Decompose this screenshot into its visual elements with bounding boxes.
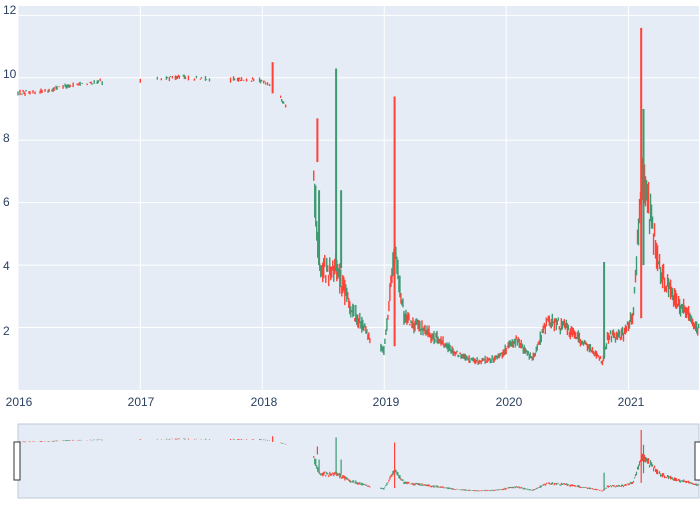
x-tick-label: 2019: [373, 395, 400, 409]
y-tick-label: 6: [3, 195, 10, 209]
x-tick-label: 2018: [251, 395, 278, 409]
range-slider-preview: [17, 429, 700, 492]
y-tick-label: 8: [3, 131, 10, 145]
x-tick-label: 2020: [496, 395, 523, 409]
x-axis: 2016 2017 2018 2019 2020 2021: [6, 395, 645, 409]
range-slider-right-handle[interactable]: [694, 441, 700, 481]
range-slider-background: [17, 423, 700, 499]
x-tick-label: 2017: [128, 395, 155, 409]
y-tick-label: 12: [3, 3, 17, 17]
grid-lines: [17, 6, 699, 390]
y-tick-label: 10: [3, 67, 17, 81]
range-slider[interactable]: [13, 423, 700, 499]
x-tick-label: 2021: [618, 395, 645, 409]
y-tick-label: 2: [3, 324, 10, 338]
y-tick-label: 4: [3, 259, 10, 273]
plot-background: [18, 6, 699, 390]
range-slider-left-handle[interactable]: [13, 441, 21, 481]
x-tick-label: 2016: [6, 395, 33, 409]
y-axis: 2 4 6 8 10 12: [3, 3, 17, 338]
candles[interactable]: [17, 27, 700, 366]
